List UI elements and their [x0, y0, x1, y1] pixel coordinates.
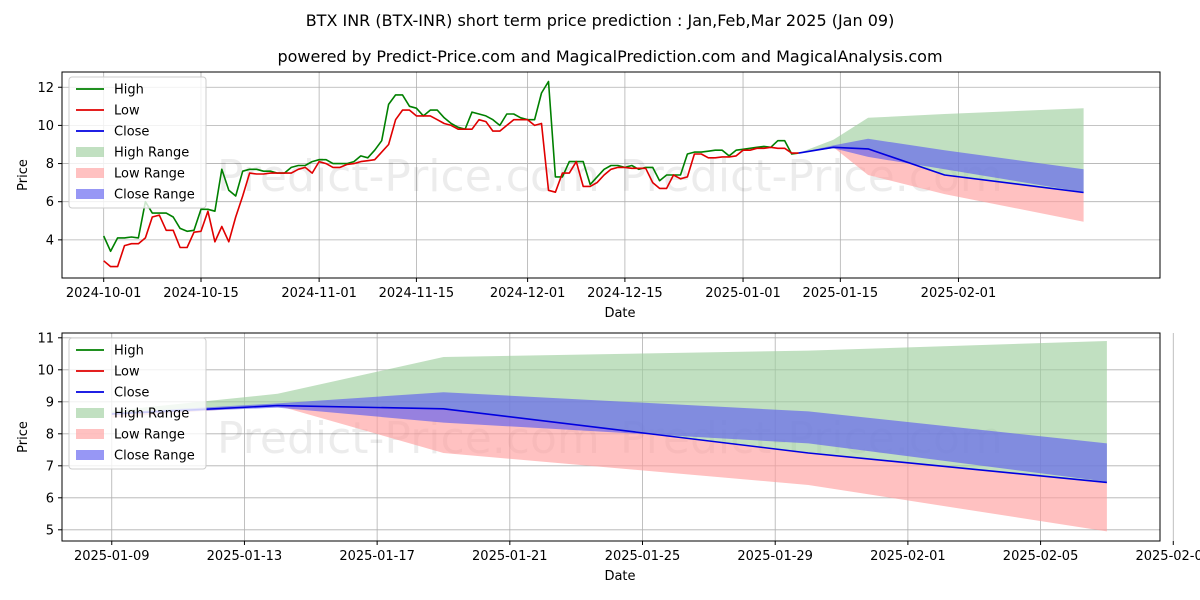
- close-line: [111, 404, 1107, 484]
- x-tick-label: 2024-10-01: [66, 286, 142, 301]
- x-tick-label: 2025-02-09: [1135, 549, 1200, 564]
- legend-label: Low: [114, 365, 140, 380]
- y-tick-label: 10: [37, 363, 54, 378]
- close-line: [798, 146, 1084, 194]
- axes-frame: [61, 71, 1161, 279]
- y-tick-label: 12: [37, 81, 54, 96]
- x-tick-label: 2025-01-13: [207, 549, 283, 564]
- x-tick-label: 2025-01-29: [737, 549, 813, 564]
- close-range-band: [111, 392, 1107, 482]
- y-tick-label: 5: [46, 523, 54, 538]
- chart-title: BTX INR (BTX-INR) short term price predi…: [306, 11, 895, 30]
- x-tick-label: 2025-01-09: [74, 549, 150, 564]
- x-tick-label: 2025-02-05: [1003, 549, 1079, 564]
- legend-label: Close: [114, 125, 149, 140]
- x-tick-label: 2025-01-01: [705, 286, 781, 301]
- axes-frame: [61, 332, 1161, 542]
- x-axis-label: Date: [604, 569, 635, 584]
- x-tick-label: 2025-01-21: [472, 549, 548, 564]
- x-tick-label: 2025-02-01: [870, 549, 946, 564]
- y-tick-label: 11: [37, 331, 54, 346]
- y-tick-label: 4: [46, 233, 54, 248]
- legend-label: Close: [114, 386, 149, 401]
- x-tick-label: 2025-01-15: [803, 286, 879, 301]
- legend-label: Low: [114, 104, 140, 119]
- legend-label: High Range: [114, 146, 189, 161]
- y-tick-label: 10: [37, 119, 54, 134]
- x-tick-label: 2025-01-17: [339, 549, 415, 564]
- legend-swatch-low-range: [76, 168, 104, 178]
- legend-label: Close Range: [114, 188, 195, 203]
- y-tick-label: 6: [46, 195, 54, 210]
- x-tick-label: 2024-12-15: [587, 286, 663, 301]
- legend-swatch-high-range: [76, 147, 104, 157]
- x-tick-label: 2024-10-15: [163, 286, 239, 301]
- x-tick-label: 2025-02-01: [921, 286, 997, 301]
- y-axis-label: Price: [16, 421, 31, 453]
- close-range-band: [798, 138, 1084, 193]
- low-range-band: [798, 147, 1084, 222]
- y-tick-label: 6: [46, 491, 54, 506]
- legend-label: Low Range: [114, 167, 185, 182]
- y-tick-label: 9: [46, 395, 54, 410]
- y-tick-label: 8: [46, 157, 54, 172]
- chart-subtitle: powered by Predict-Price.com and Magical…: [277, 47, 942, 66]
- legend-swatch-close-range: [76, 189, 104, 199]
- y-tick-label: 8: [46, 427, 54, 442]
- y-tick-label: 7: [46, 459, 54, 474]
- x-axis-label: Date: [604, 306, 635, 321]
- y-axis-label: Price: [16, 159, 31, 191]
- legend-label: Close Range: [114, 449, 195, 464]
- watermark-text: Predict-Price.com: [217, 151, 600, 202]
- legend-swatch-low-range: [76, 429, 104, 439]
- x-tick-label: 2024-12-01: [490, 286, 566, 301]
- high-line: [102, 80, 799, 253]
- legend-swatch-high-range: [76, 408, 104, 418]
- x-tick-label: 2024-11-15: [379, 286, 455, 301]
- legend-label: High: [114, 83, 144, 98]
- x-tick-label: 2025-01-25: [605, 549, 681, 564]
- low-line: [103, 109, 799, 268]
- legend-label: High Range: [114, 407, 189, 422]
- legend-swatch-close-range: [76, 450, 104, 460]
- legend-label: High: [114, 344, 144, 359]
- legend-label: Low Range: [114, 428, 185, 443]
- x-tick-label: 2024-11-01: [281, 286, 357, 301]
